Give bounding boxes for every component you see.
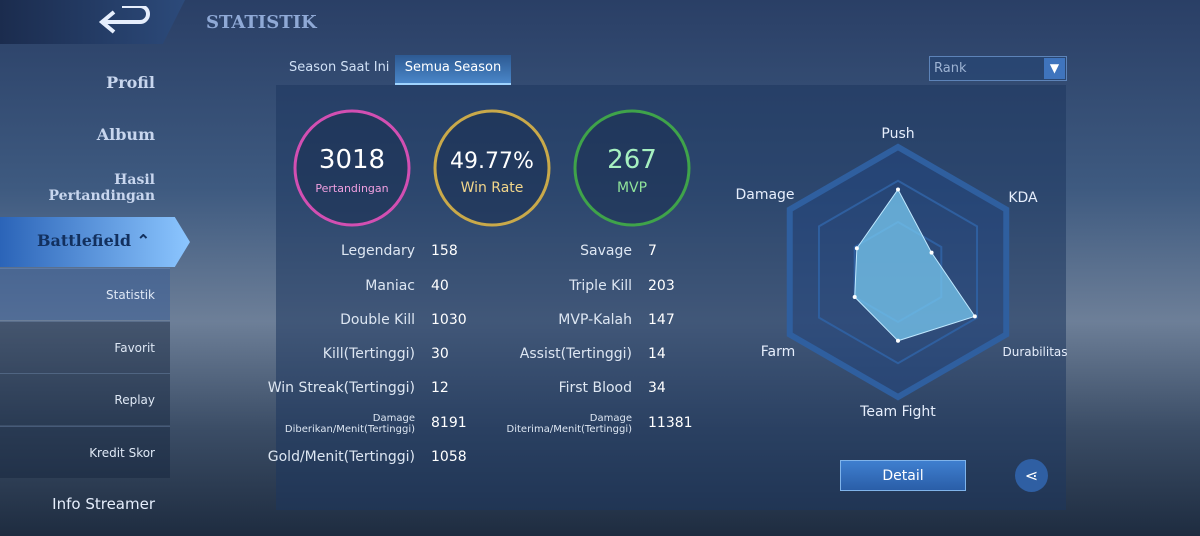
radar-point [852, 295, 857, 299]
summary-ring [433, 109, 551, 227]
tab[interactable]: Season Saat Ini [289, 60, 390, 75]
stat-label: Kill(Tertinggi) [322, 346, 415, 362]
stat-label: Double Kill [340, 312, 415, 328]
menu-item[interactable]: Info Streamer [52, 495, 155, 513]
stat-label: Gold/Menit(Tertinggi) [267, 449, 415, 465]
radar-label: Push [881, 126, 914, 142]
summary-label: Pertandingan [315, 182, 388, 195]
stat-label: Assist(Tertinggi) [519, 346, 632, 362]
radar-point [896, 338, 900, 343]
stat-value: 14 [648, 346, 666, 362]
summary-value: 3018 [319, 145, 385, 175]
stat-label: First Blood [558, 380, 632, 396]
stat-label: Savage [580, 243, 632, 259]
menu-item[interactable]: Battlefield ⌃ [37, 231, 150, 250]
stat-value: 7 [648, 243, 657, 259]
radar-label: Durabilitas [1002, 345, 1067, 359]
submenu-item[interactable]: Favorit [0, 321, 170, 373]
stat-value: 34 [648, 380, 666, 396]
back-bar [0, 0, 185, 44]
stat-value: 1030 [431, 312, 467, 328]
menu-item[interactable]: Hasil Pertandingan [48, 172, 155, 204]
menu-item[interactable]: Album [96, 125, 155, 144]
dropdown-arrow: ▼ [1044, 58, 1065, 79]
summary-label: MVP [617, 180, 647, 196]
radar-label: KDA [1008, 190, 1038, 206]
stat-value: 12 [431, 380, 449, 396]
radar-point [854, 246, 859, 251]
stat-value: 147 [648, 312, 675, 328]
stat-value: 8191 [431, 415, 467, 431]
page-title: STATISTIK [206, 12, 317, 33]
submenu-item[interactable]: Statistik [0, 268, 170, 320]
stat-label: Damage Diberikan/Menit(Tertinggi) [284, 413, 415, 435]
stat-value: 158 [431, 243, 458, 259]
submenu-item[interactable]: Replay [0, 373, 170, 425]
detail-button[interactable]: Detail [840, 460, 966, 491]
back-button[interactable] [96, 6, 156, 38]
active-menu-bg [0, 217, 190, 267]
summary-value: 267 [607, 145, 657, 175]
stat-label: Win Streak(Tertinggi) [267, 380, 415, 396]
radar-point [896, 187, 900, 192]
dropdown-value: Rank [934, 61, 967, 76]
radar-label: Damage [735, 187, 794, 203]
stat-value: 30 [431, 346, 449, 362]
stat-label: MVP-Kalah [558, 312, 632, 328]
radar-ring [817, 179, 979, 365]
radar-point [972, 314, 977, 319]
radar-point [929, 250, 934, 255]
dropdown[interactable]: Rank ▼ [929, 56, 1067, 81]
summary-ring [573, 109, 691, 227]
summary-value: 49.77% [450, 149, 534, 174]
menu-item[interactable]: Profil [106, 73, 155, 92]
submenu-item[interactable]: Kredit Skor [0, 426, 170, 478]
stat-value: 40 [431, 278, 449, 294]
stat-value: 203 [648, 278, 675, 294]
stat-label: Legendary [340, 243, 415, 259]
tab-active[interactable]: Semua Season [395, 55, 511, 85]
summary-ring [293, 109, 411, 227]
radar-label: Farm [761, 344, 796, 360]
stat-label: Triple Kill [569, 278, 632, 294]
share-button[interactable]: ⋖ [1015, 459, 1048, 492]
stat-value: 11381 [648, 415, 693, 431]
stat-label: Damage Diterima/Menit(Tertinggi) [506, 413, 632, 435]
radar-label: Team Fight [859, 404, 936, 420]
summary-label: Win Rate [461, 180, 524, 196]
stat-value: 1058 [431, 449, 467, 465]
menu-label: Battlefield [37, 231, 132, 250]
stat-label: Maniac [365, 278, 415, 294]
